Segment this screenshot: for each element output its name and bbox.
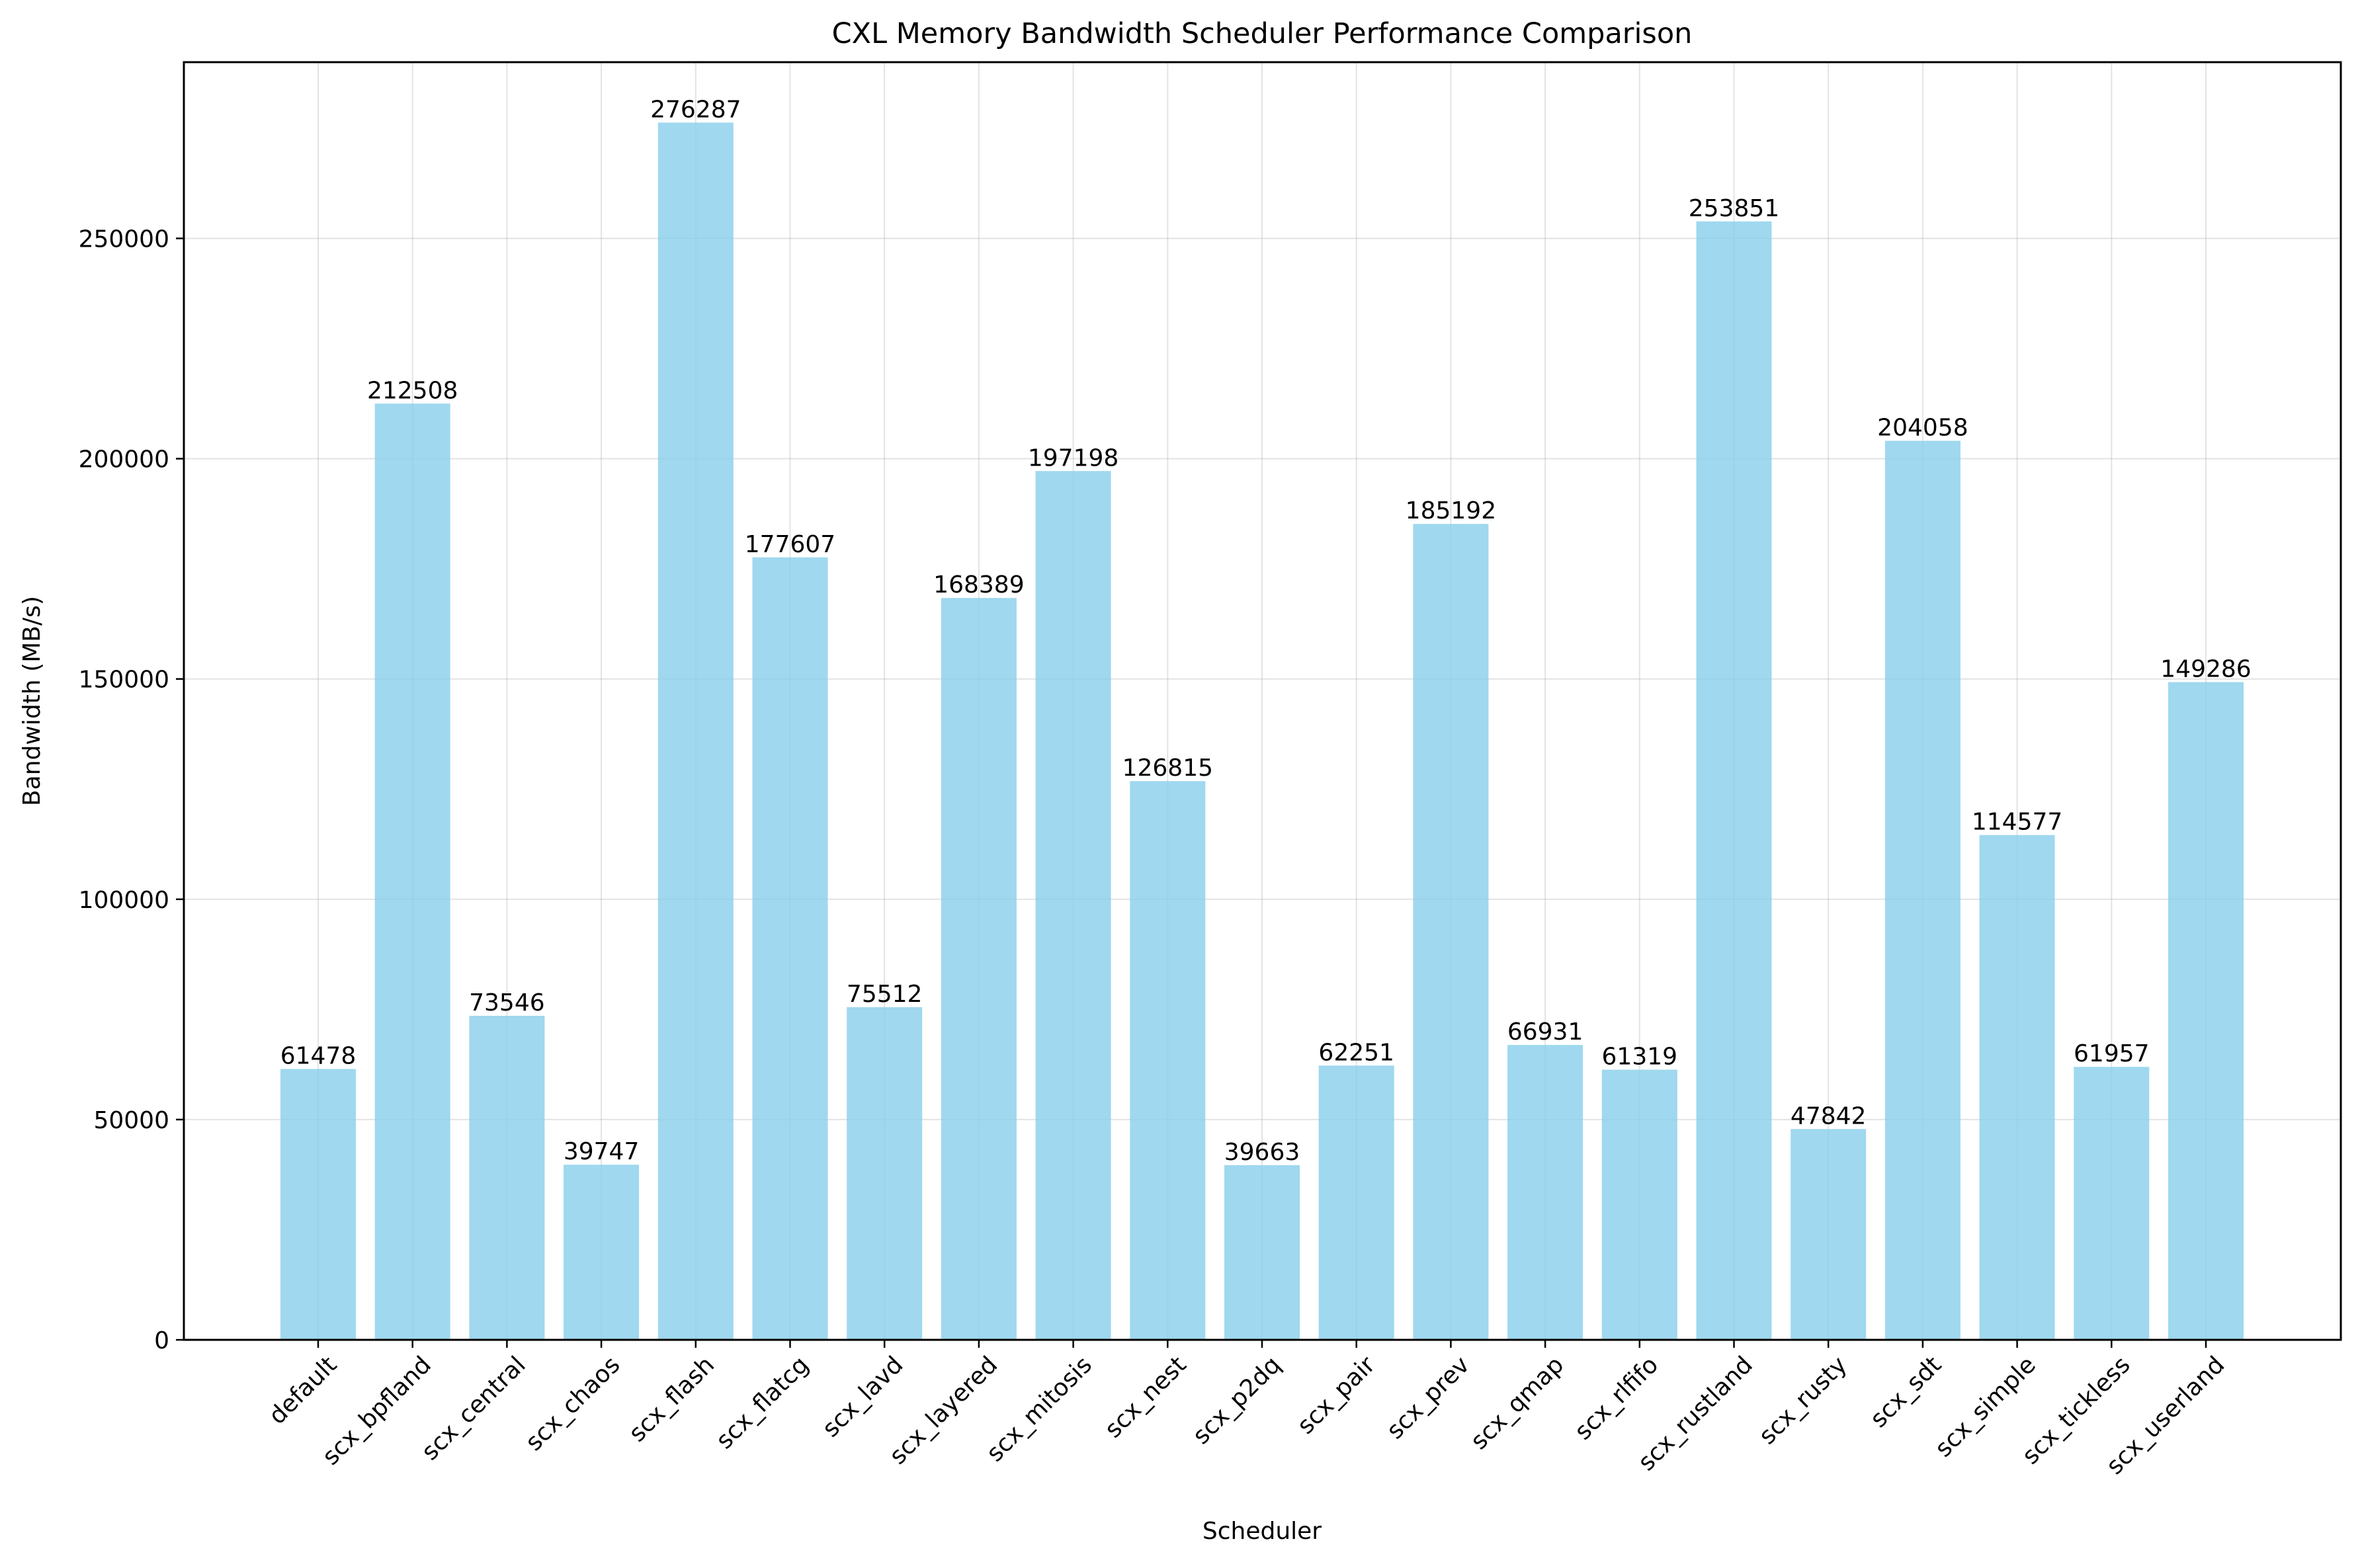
- y-axis: 0 50000 100000 150000 200000 250000: [79, 226, 184, 1354]
- x-axis-title: Scheduler: [1202, 1518, 1322, 1545]
- data-label-scx_p2dq: 39663: [1224, 1139, 1300, 1166]
- bar-scx_lavd: [847, 1007, 923, 1340]
- bar-scx_qmap: [1507, 1045, 1583, 1340]
- data-label-scx_lavd: 75512: [847, 981, 923, 1008]
- data-label-scx_layered: 168389: [933, 571, 1024, 598]
- y-axis-title: Bandwidth (MB/s): [19, 596, 46, 806]
- y-tick-label: 0: [154, 1327, 169, 1354]
- y-tick-label: 50000: [93, 1107, 169, 1134]
- bar-scx_central: [469, 1016, 545, 1340]
- y-tick-label: 150000: [79, 667, 169, 694]
- data-label-scx_bpfland: 212508: [367, 377, 458, 404]
- bar-scx_layered: [941, 598, 1017, 1340]
- data-label-scx_nest: 126815: [1122, 755, 1213, 782]
- bars-layer: [280, 122, 2244, 1341]
- bar-scx_rlfifo: [1601, 1069, 1677, 1340]
- bar-scx_flash: [657, 122, 734, 1341]
- bar-scx_bpfland: [374, 403, 450, 1340]
- chart-title: CXL Memory Bandwidth Scheduler Performan…: [832, 17, 1693, 50]
- data-label-scx_chaos: 39747: [564, 1138, 640, 1165]
- bar-scx_tickless: [2074, 1067, 2150, 1340]
- bar-scx_mitosis: [1035, 471, 1111, 1340]
- data-label-scx_prev: 185192: [1406, 497, 1496, 524]
- y-tick-label: 250000: [79, 226, 169, 253]
- bar-scx_sdt: [1884, 440, 1961, 1340]
- bar-scx_chaos: [564, 1165, 640, 1340]
- bar-scx_nest: [1130, 781, 1206, 1340]
- data-label-scx_mitosis: 197198: [1028, 444, 1118, 472]
- data-label-scx_central: 73546: [469, 989, 545, 1016]
- data-label-scx_rlfifo: 61319: [1602, 1043, 1678, 1070]
- bar-scx_flatcg: [752, 557, 828, 1340]
- y-tick-label: 100000: [79, 887, 169, 914]
- bar-scx_simple: [1979, 835, 2055, 1340]
- bar-scx_p2dq: [1224, 1165, 1300, 1340]
- data-label-scx_rustland: 253851: [1689, 195, 1779, 222]
- bar-scx_pair: [1318, 1065, 1394, 1340]
- data-label-scx_qmap: 66931: [1507, 1018, 1583, 1046]
- bar-scx_rustland: [1696, 221, 1772, 1340]
- data-label-scx_rusty: 47842: [1791, 1102, 1867, 1130]
- bar-scx_rusty: [1791, 1129, 1867, 1340]
- data-label-scx_pair: 62251: [1318, 1039, 1394, 1066]
- bar-scx_prev: [1413, 524, 1489, 1341]
- data-label-scx_tickless: 61957: [2074, 1040, 2150, 1067]
- data-labels-layer: 61478 212508 73546 39747 276287 177607 75512 16…: [280, 96, 2252, 1165]
- y-tick-label: 200000: [79, 446, 169, 474]
- data-label-scx_flash: 276287: [650, 96, 741, 123]
- data-label-default: 61478: [280, 1042, 357, 1069]
- bar-scx_userland: [2168, 682, 2244, 1340]
- data-label-scx_simple: 114577: [1972, 809, 2062, 836]
- bar-default: [280, 1069, 356, 1340]
- data-label-scx_userland: 149286: [2160, 655, 2251, 682]
- data-label-scx_sdt: 204058: [1877, 415, 1968, 442]
- data-label-scx_flatcg: 177607: [745, 531, 835, 558]
